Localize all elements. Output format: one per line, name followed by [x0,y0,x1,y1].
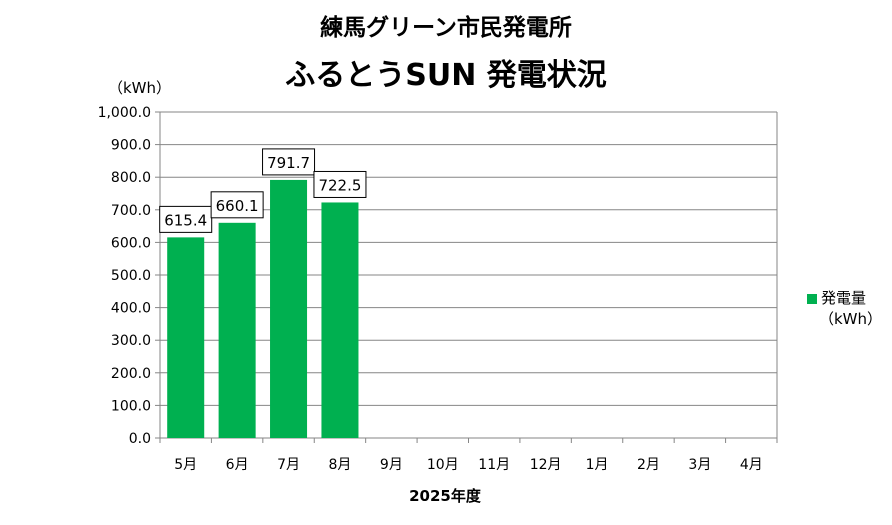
y-tick-label: 100.0 [111,398,151,414]
chart-title-line1: 練馬グリーン市民発電所 [320,15,572,41]
data-label-text: 615.4 [164,211,207,229]
x-tick-label: 12月 [530,457,562,473]
data-label-box [210,191,264,219]
y-tick-label: 200.0 [111,366,151,382]
y-tick-label: 500.0 [111,268,151,284]
y-tick-label: 300.0 [111,333,151,349]
y-tick-label: 800.0 [111,170,151,186]
x-axis-title: 2025年度 [409,487,481,505]
y-tick-label: 400.0 [111,301,151,317]
y-tick-label: 1,000.0 [98,105,151,121]
x-tick-label: 10月 [427,457,459,473]
data-label-text: 791.7 [267,154,310,172]
bar [321,202,359,438]
tick-labels: 0.0 100.0 200.0 300.0 400.0 500.0 600.0 700.0 80… [98,105,763,473]
data-label-box [313,170,367,198]
legend-unit: （kWh） [819,310,883,328]
x-tick-label: 9月 [380,457,403,473]
x-tick-label: 8月 [328,457,351,473]
legend-swatch [807,293,817,304]
data-label-box [262,148,316,176]
bar [167,237,205,438]
y-tick-label: 900.0 [111,138,151,154]
chart-title-line2: ふるとうSUN 発電状況 [285,58,607,93]
bar [218,222,256,438]
legend-item: 発電量 [807,288,882,309]
data-label: 660.1 [210,191,264,219]
x-tick-label: 4月 [740,457,763,473]
x-tick-label: 2月 [637,457,660,473]
data-label: 615.4 [159,205,213,233]
x-tick-label: 1月 [586,457,609,473]
legend-label: 発電量 [821,289,867,307]
data-label-box [159,205,213,233]
y-tick-label: 700.0 [111,203,151,219]
y-tick-label: 0.0 [129,431,151,447]
x-tick-label: 7月 [277,457,300,473]
x-tick-label: 6月 [226,457,249,473]
y-tick-label: 600.0 [111,235,151,251]
data-label-text: 722.5 [318,176,361,194]
data-labels: 615.4 660.1 791.7 722.5 [159,148,367,233]
data-label: 722.5 [313,170,367,198]
x-tick-label: 3月 [688,457,711,473]
bars [167,179,359,438]
axes [155,111,778,443]
gridlines [160,111,778,439]
legend: 発電量 （kWh） [807,288,882,330]
x-tick-label: 5月 [174,457,197,473]
data-label-text: 660.1 [216,197,259,215]
x-tick-label: 11月 [478,457,510,473]
bar [270,179,308,438]
data-label: 791.7 [262,148,316,176]
y-axis-unit-label: （kWh） [108,79,172,97]
